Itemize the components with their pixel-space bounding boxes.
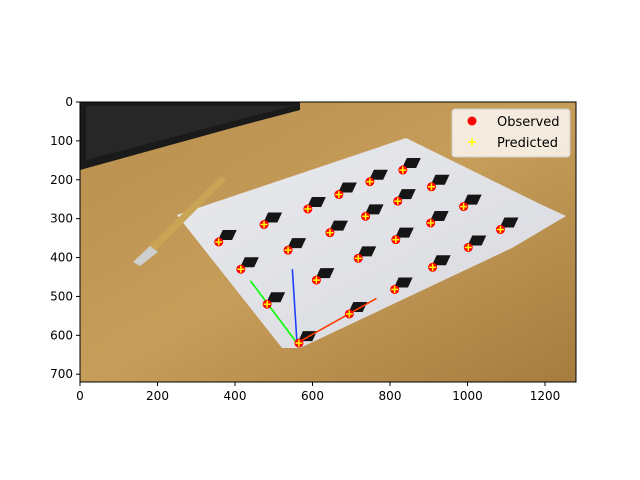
pose-axis-z	[291, 269, 298, 344]
x-tick-label-4: 800	[379, 389, 402, 403]
aruco-marker-7	[467, 235, 487, 246]
keyboard-keys	[86, 106, 292, 160]
y-tick-label-0: 0	[65, 95, 73, 109]
pose-axis-x	[296, 297, 377, 344]
axes-frame	[79, 101, 577, 383]
y-tick-label-5: 500	[50, 289, 73, 303]
aruco-marker-3	[499, 217, 519, 228]
legend-box	[451, 108, 571, 158]
y-tick-label-2: 200	[50, 173, 73, 187]
aruco-marker-13	[329, 220, 348, 231]
aruco-marker-17	[263, 212, 283, 223]
predicted-point-0	[399, 166, 407, 174]
y-tick-label-4: 400	[50, 251, 73, 265]
legend-label-observed: Observed	[497, 115, 560, 130]
predicted-point-12	[304, 205, 312, 213]
aruco-marker-18	[287, 238, 307, 249]
predicted-point-3	[496, 226, 504, 234]
predicted-point-22	[295, 339, 303, 347]
predicted-point-10	[392, 236, 400, 244]
aruco-marker-8	[338, 182, 357, 193]
x-tick-label-2: 400	[224, 389, 247, 403]
x-tick-label-1: 200	[146, 389, 169, 403]
legend: Observed Predicted	[451, 108, 571, 158]
x-tick-label-3: 600	[301, 389, 324, 403]
pose-axes	[249, 269, 377, 344]
x-tick-label-5: 1000	[452, 389, 483, 403]
aruco-markers	[218, 158, 519, 342]
aruco-marker-4	[369, 169, 388, 180]
predicted-point-8	[335, 191, 343, 199]
predicted-point-2	[460, 203, 468, 211]
aruco-marker-23	[348, 301, 368, 312]
predicted-point-18	[284, 246, 292, 254]
aruco-marker-6	[430, 210, 449, 221]
predicted-point-9	[362, 212, 370, 220]
series-predicted	[215, 166, 504, 347]
legend-marker-observed	[467, 116, 477, 126]
aruco-marker-9	[364, 204, 384, 215]
predicted-point-19	[237, 265, 245, 273]
y-tick-label-1: 100	[50, 134, 73, 148]
pose-axis-y	[249, 280, 298, 344]
predicted-point-23	[345, 310, 353, 318]
predicted-point-7	[464, 243, 472, 251]
aruco-marker-10	[395, 227, 414, 238]
aruco-marker-19	[240, 257, 259, 268]
predicted-point-21	[263, 300, 271, 308]
y-tick-label-6: 600	[50, 328, 73, 342]
aruco-marker-0	[402, 158, 421, 169]
x-tick-label-0: 0	[76, 389, 84, 403]
pen-tip	[133, 246, 158, 266]
predicted-point-6	[427, 219, 435, 227]
y-tick-label-3: 300	[50, 212, 73, 226]
predicted-point-15	[391, 285, 399, 293]
predicted-point-14	[354, 254, 362, 262]
x-tick-label-6: 1200	[530, 389, 561, 403]
y-axis: 0 100 200 300 400 500 600 700	[50, 95, 80, 381]
predicted-point-4	[366, 178, 374, 186]
predicted-point-5	[394, 197, 402, 205]
aruco-marker-2	[462, 194, 482, 205]
predicted-point-20	[312, 276, 320, 284]
predicted-point-11	[429, 263, 437, 271]
aruco-marker-1	[430, 174, 450, 185]
legend-marker-predicted	[468, 138, 476, 146]
aruco-marker-21	[266, 292, 286, 303]
aruco-marker-12	[307, 196, 326, 207]
aruco-marker-14	[357, 246, 377, 257]
predicted-point-13	[326, 229, 334, 237]
legend-label-predicted: Predicted	[497, 136, 558, 151]
aruco-marker-16	[218, 230, 237, 240]
aruco-marker-5	[397, 189, 416, 200]
x-axis: 0 200 400 600 800 1000 1200	[76, 382, 560, 403]
aruco-marker-11	[431, 255, 451, 266]
aruco-marker-20	[315, 268, 335, 279]
predicted-point-1	[427, 183, 435, 191]
predicted-point-16	[215, 238, 223, 246]
predicted-point-17	[260, 221, 268, 228]
aruco-marker-15	[393, 277, 413, 288]
pen	[133, 176, 226, 266]
y-tick-label-7: 700	[50, 367, 73, 381]
